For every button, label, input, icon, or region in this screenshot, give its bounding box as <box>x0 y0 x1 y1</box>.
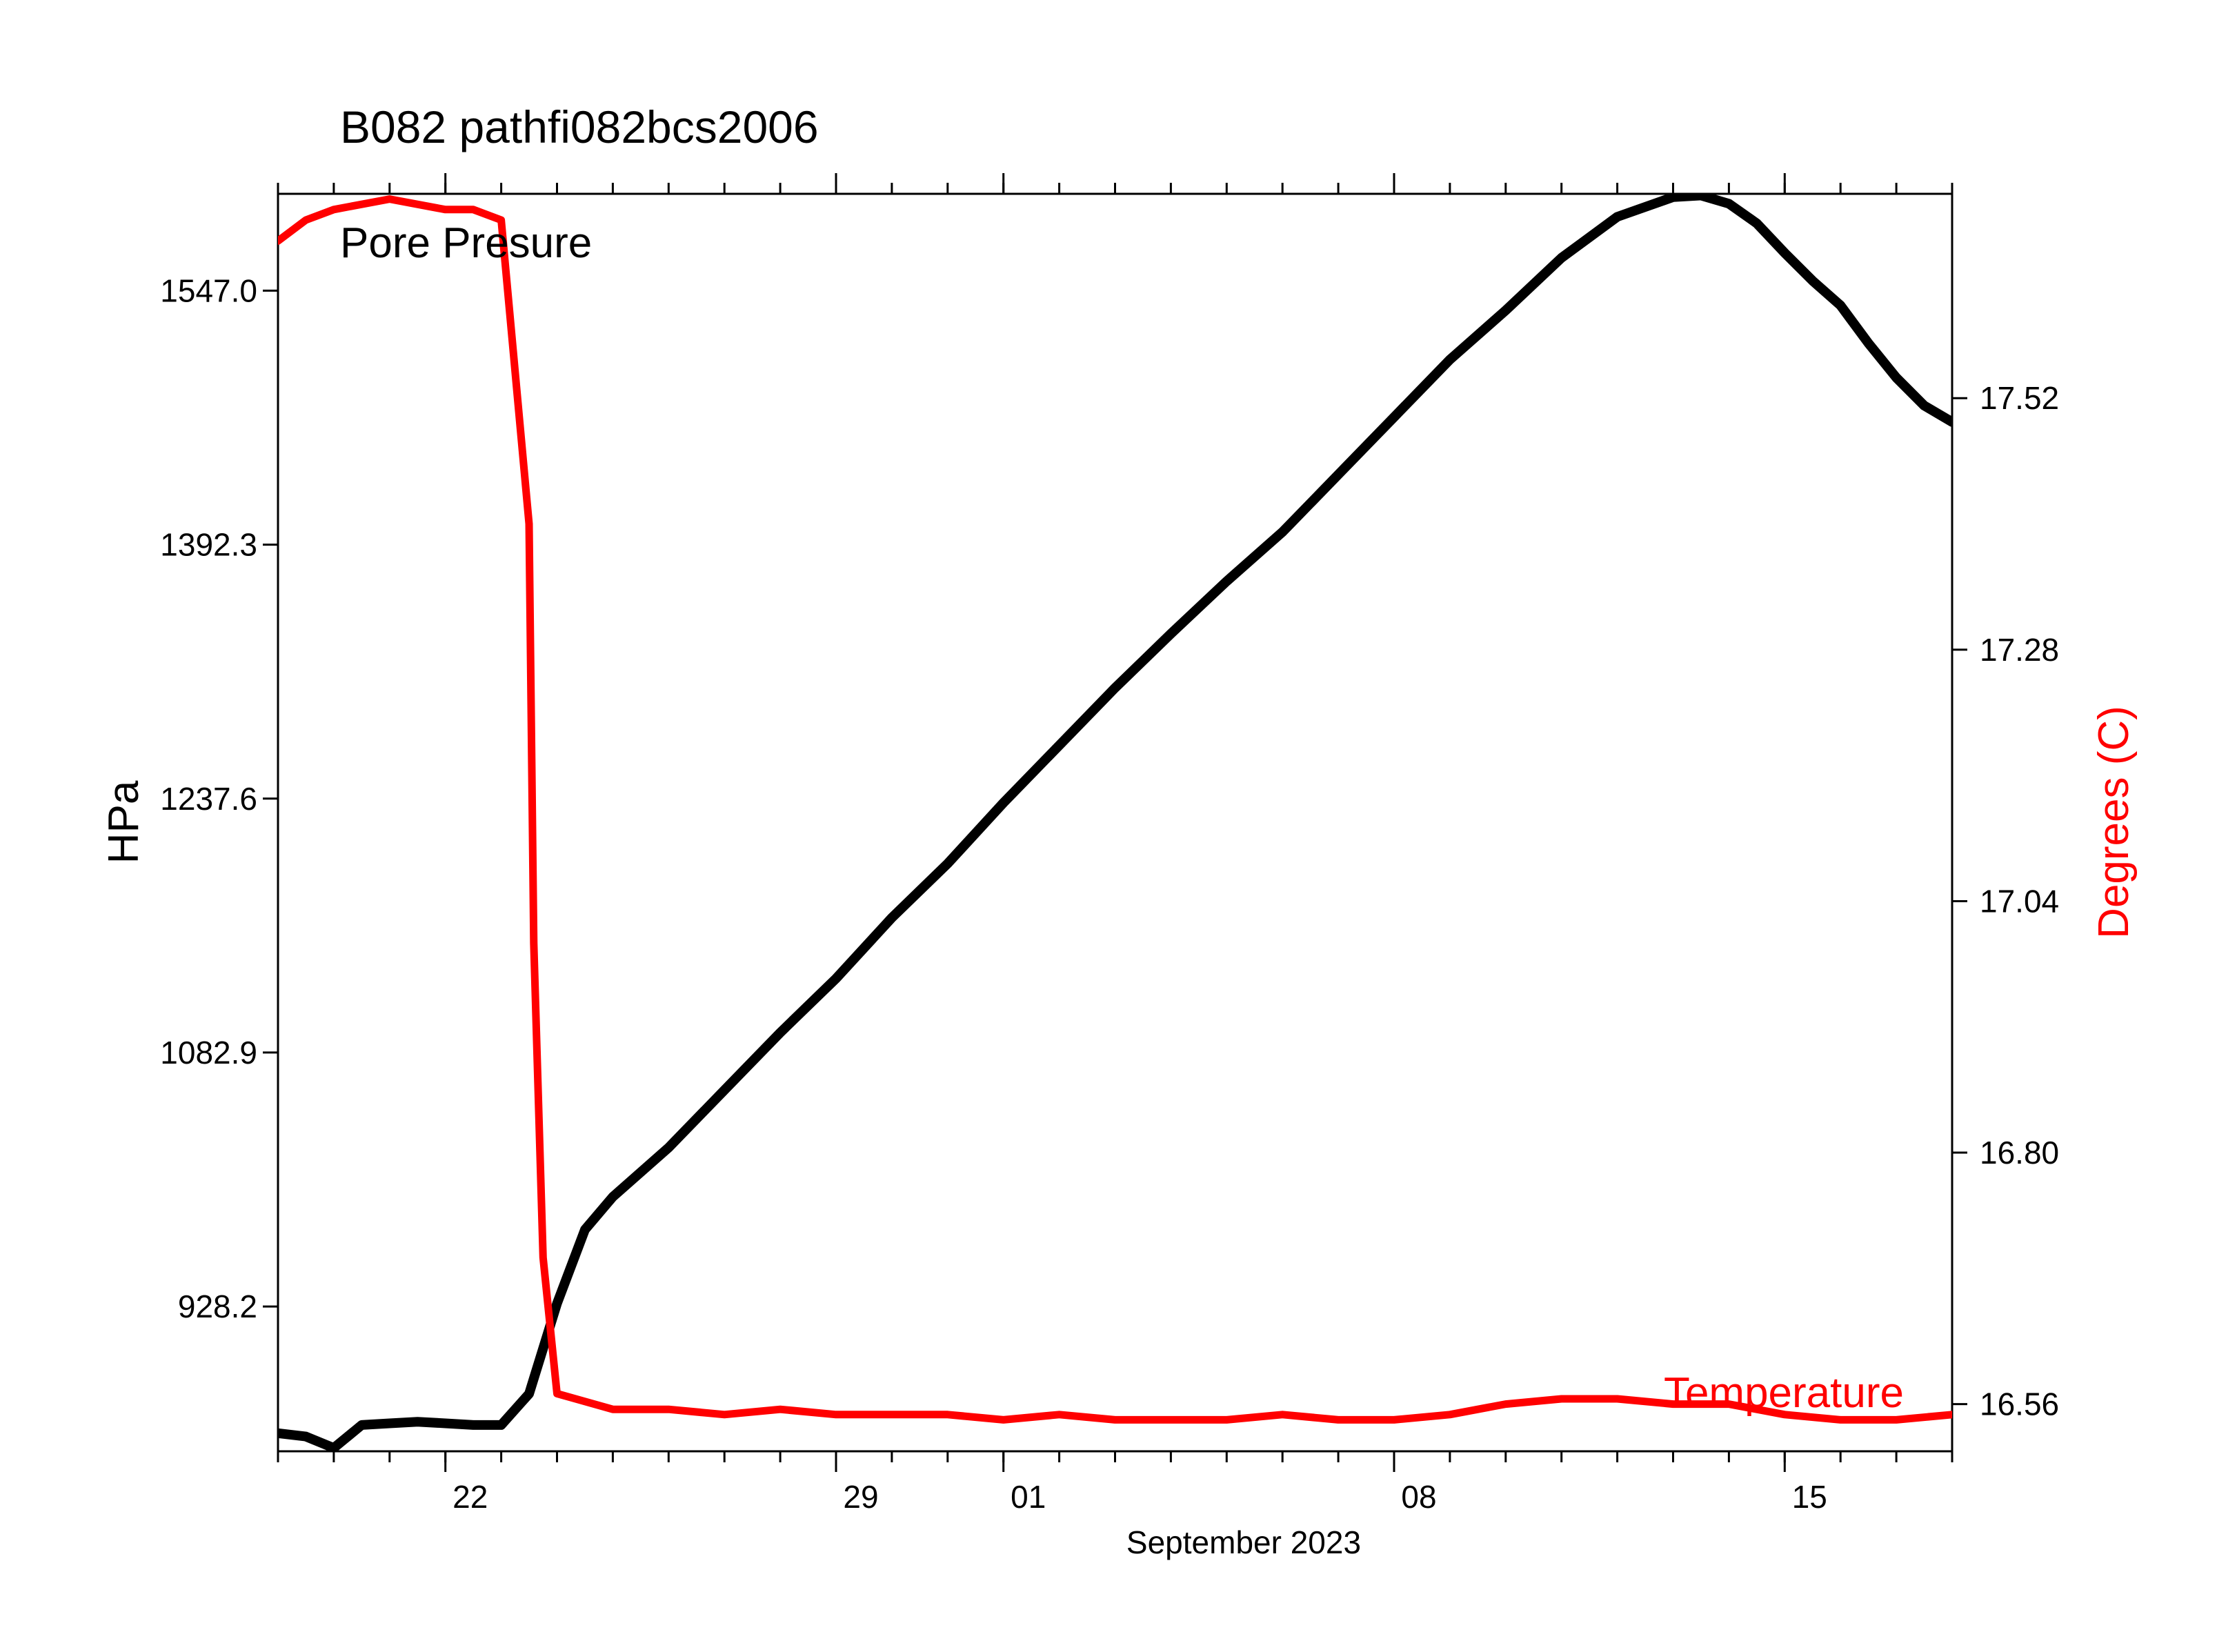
x-tick-label: 15 <box>1792 1479 1827 1515</box>
y-left-tick-label: 1392.3 <box>160 527 257 563</box>
y-right-tick-label: 17.28 <box>1980 632 2059 668</box>
right-axis-label: Degrees (C) <box>2090 706 2138 939</box>
x-tick-label: 29 <box>843 1479 878 1515</box>
labels-layer: 22 29 01 08 15 928.2 1082.9 1237.6 1392.3 1547.0 1… <box>160 272 2059 1515</box>
y-left-tick-label: 1082.9 <box>160 1035 257 1071</box>
y-right-tick-label: 17.52 <box>1980 380 2059 416</box>
y-right-tick-label: 16.56 <box>1980 1386 2059 1422</box>
axis-ticks <box>263 173 1967 1472</box>
chart-title: B082 pathfi082bcs2006 <box>340 101 819 152</box>
y-left-tick-label: 1237.6 <box>160 781 257 817</box>
pore-pressure-annotation: Pore Presure <box>340 219 592 267</box>
x-tick-label: 22 <box>453 1479 488 1515</box>
temperature-line <box>278 195 1952 1424</box>
y-left-tick-label: 928.2 <box>178 1288 257 1324</box>
y-left-tick-label: 1547.0 <box>160 272 257 308</box>
left-axis-label: HPa <box>100 780 148 864</box>
x-axis-label: September 2023 <box>1126 1524 1361 1560</box>
x-tick-label: 01 <box>1011 1479 1046 1515</box>
temperature-annotation: Temperature <box>1664 1369 1904 1417</box>
x-tick-label: 08 <box>1401 1479 1436 1515</box>
pore-pressure-line <box>278 194 1952 1451</box>
series-layer <box>278 194 1952 1451</box>
y-right-tick-label: 17.04 <box>1980 883 2059 919</box>
y-right-tick-label: 16.80 <box>1980 1135 2059 1171</box>
